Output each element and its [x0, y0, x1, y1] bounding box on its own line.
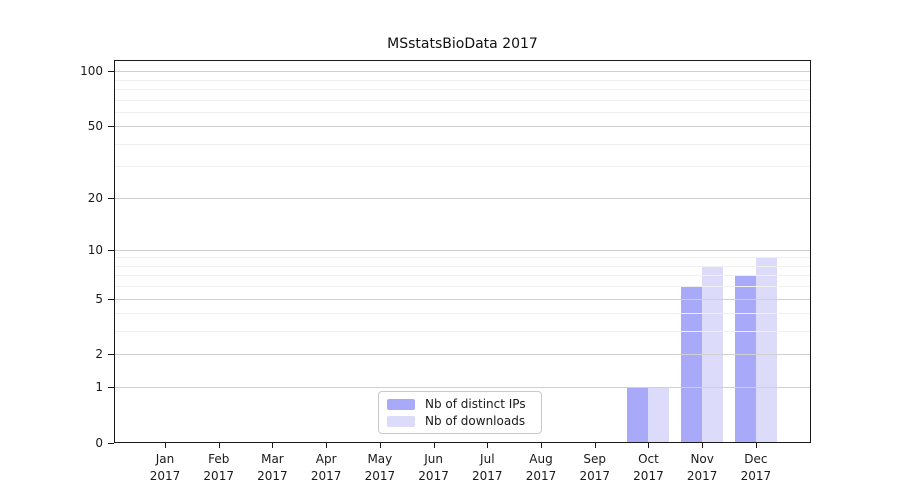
gridline-major: [115, 354, 810, 355]
legend-item-downloads: Nb of downloads: [387, 414, 541, 428]
bar-nov-ips: [681, 286, 703, 442]
legend: Nb of distinct IPs Nb of downloads: [378, 391, 542, 434]
gridline-minor: [115, 100, 810, 101]
y-tick-label: 5: [95, 292, 103, 306]
y-tick-label: 1: [95, 380, 103, 394]
legend-label-distinct-ips: Nb of distinct IPs: [425, 397, 526, 411]
gridline-minor: [115, 257, 810, 258]
bar-nov-downloads: [702, 265, 724, 442]
gridline-major: [115, 71, 810, 72]
gridline-minor: [115, 144, 810, 145]
x-tick-label: Jun 2017: [418, 452, 449, 483]
x-tick-label: Feb 2017: [203, 452, 234, 483]
x-tick: [219, 443, 220, 448]
gridline-major: [115, 198, 810, 199]
gridline-minor: [115, 313, 810, 314]
x-tick: [165, 443, 166, 448]
x-tick: [487, 443, 488, 448]
y-tick-label: 2: [95, 347, 103, 361]
legend-swatch-distinct-ips: [387, 398, 415, 410]
x-tick: [272, 443, 273, 448]
y-tick: [108, 71, 114, 72]
legend-label-downloads: Nb of downloads: [425, 414, 526, 428]
x-tick: [434, 443, 435, 448]
gridline-minor: [115, 80, 810, 81]
y-tick-label: 10: [87, 243, 103, 257]
x-tick-label: Mar 2017: [257, 452, 288, 483]
x-tick-label: Oct 2017: [633, 452, 664, 483]
gridline-minor: [115, 266, 810, 267]
y-tick: [108, 443, 114, 444]
chart-title: MSstatsBioData 2017: [387, 36, 538, 52]
x-tick: [326, 443, 327, 448]
x-tick: [756, 443, 757, 448]
x-tick: [541, 443, 542, 448]
x-tick-label: Apr 2017: [310, 452, 342, 483]
bar-dec-ips: [734, 275, 756, 442]
y-tick: [108, 126, 114, 127]
gridline-major: [115, 250, 810, 251]
gridline-minor: [115, 286, 810, 287]
bar-dec-downloads: [755, 257, 777, 442]
x-tick-label: Jul 2017: [472, 452, 503, 483]
gridline-minor: [115, 112, 810, 113]
gridline-minor: [115, 166, 810, 167]
gridline-major: [115, 299, 810, 300]
y-tick-label: 50: [87, 119, 103, 133]
y-tick: [108, 198, 114, 199]
x-tick-label: Sep 2017: [579, 452, 610, 483]
bar-oct-downloads: [648, 387, 670, 442]
x-tick-label: Jan 2017: [149, 452, 181, 483]
x-tick-label: May 2017: [364, 452, 396, 483]
y-tick-label: 20: [87, 191, 103, 205]
y-tick: [108, 250, 114, 251]
y-tick: [108, 354, 114, 355]
y-tick-label: 100: [80, 64, 103, 78]
x-tick-label: Aug 2017: [525, 452, 557, 483]
gridline-minor: [115, 331, 810, 332]
gridline-major: [115, 126, 810, 127]
x-tick-label: Dec 2017: [740, 452, 772, 483]
legend-swatch-downloads: [387, 415, 415, 427]
gridline-minor: [115, 89, 810, 90]
y-tick: [108, 299, 114, 300]
y-tick-label: 0: [95, 436, 103, 450]
bar-oct-ips: [627, 387, 649, 442]
x-tick-label: Nov 2017: [686, 452, 718, 483]
x-tick: [648, 443, 649, 448]
legend-item-distinct-ips: Nb of distinct IPs: [387, 397, 541, 411]
x-tick: [702, 443, 703, 448]
gridline-minor: [115, 275, 810, 276]
x-tick: [380, 443, 381, 448]
y-tick: [108, 387, 114, 388]
x-tick: [595, 443, 596, 448]
gridline-major: [115, 387, 810, 388]
